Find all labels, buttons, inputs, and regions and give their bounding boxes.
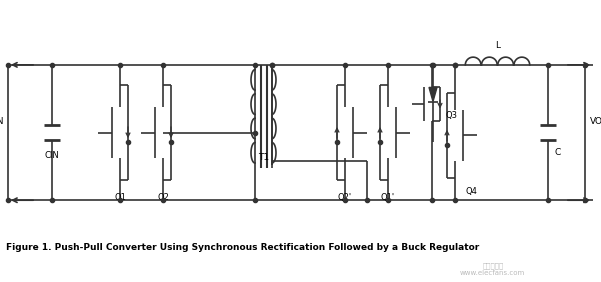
Text: C: C (555, 148, 561, 157)
Text: 电子发烧友
www.elecfans.com: 电子发烧友 www.elecfans.com (460, 263, 525, 276)
Text: VOUT: VOUT (590, 117, 601, 126)
Text: Q4: Q4 (465, 187, 477, 196)
Text: VIN: VIN (0, 117, 4, 126)
Text: Q2: Q2 (157, 193, 169, 202)
Text: Figure 1. Push-Pull Converter Using Synchronous Rectification Followed by a Buck: Figure 1. Push-Pull Converter Using Sync… (6, 243, 479, 252)
Text: CIN: CIN (44, 151, 59, 160)
Text: Q2': Q2' (338, 193, 352, 202)
Text: T1: T1 (258, 153, 269, 162)
Text: Q1: Q1 (114, 193, 126, 202)
Text: L: L (495, 41, 500, 50)
Text: Q3: Q3 (446, 111, 458, 120)
Polygon shape (429, 87, 437, 102)
Text: Q1': Q1' (381, 193, 395, 202)
